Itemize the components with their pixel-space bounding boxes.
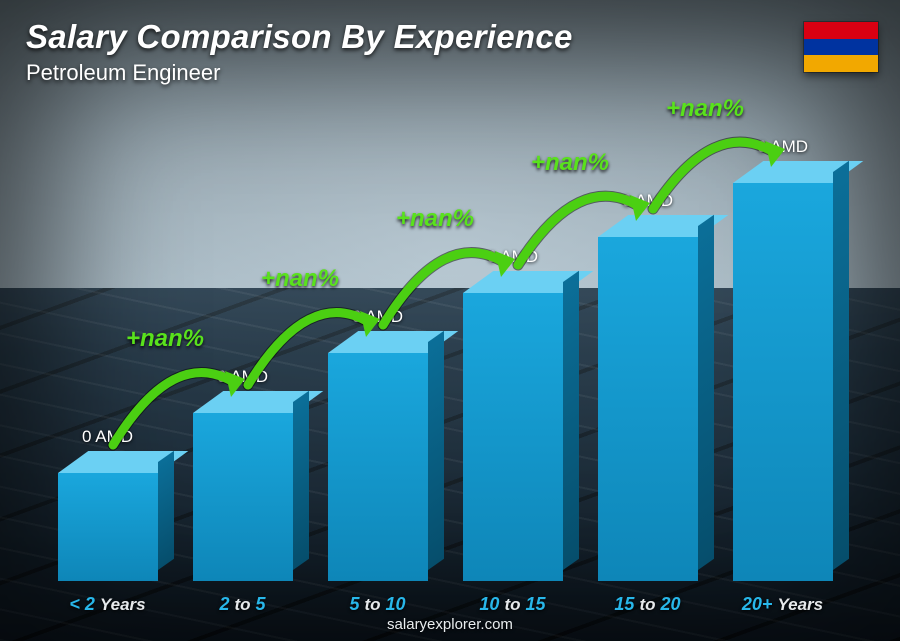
bar-side-face xyxy=(563,271,579,570)
bar-group: 0 AMD15 to 20 xyxy=(588,237,708,581)
bar-value-label: 0 AMD xyxy=(578,191,718,211)
delta-label: +nan% xyxy=(90,325,240,353)
bar-group: 0 AMD2 to 5 xyxy=(183,413,303,581)
delta-label: +nan% xyxy=(360,205,510,233)
infographic-stage: Salary Comparison By Experience Petroleu… xyxy=(0,0,900,641)
bar-x-label: 15 to 20 xyxy=(578,594,718,615)
bar-x-label: 5 to 10 xyxy=(308,594,448,615)
bar-group: 0 AMD5 to 10 xyxy=(318,353,438,581)
bar-group: 0 AMD< 2 Years xyxy=(48,473,168,581)
bar-side-face xyxy=(833,161,849,570)
bar-x-label: < 2 Years xyxy=(38,594,178,615)
bar xyxy=(58,473,158,581)
bar-value-label: 0 AMD xyxy=(173,367,313,387)
bar-x-label: 2 to 5 xyxy=(173,594,313,615)
bar-front-face xyxy=(58,473,158,581)
bar-side-face xyxy=(158,451,174,570)
delta-label: +nan% xyxy=(495,149,645,177)
delta-label: +nan% xyxy=(630,95,780,123)
bar-front-face xyxy=(328,353,428,581)
bar-value-label: 0 AMD xyxy=(38,427,178,447)
bar-front-face xyxy=(733,183,833,581)
bar xyxy=(193,413,293,581)
footer-attribution: salaryexplorer.com xyxy=(0,616,900,633)
bar-group: 0 AMD20+ Years xyxy=(723,183,843,581)
bar xyxy=(598,237,698,581)
bar-group: 0 AMD10 to 15 xyxy=(453,293,573,581)
bar-value-label: 0 AMD xyxy=(308,307,448,327)
bar-front-face xyxy=(463,293,563,581)
bar-chart: 0 AMD< 2 Years0 AMD2 to 50 AMD5 to 100 A… xyxy=(0,0,900,641)
bar-value-label: 0 AMD xyxy=(713,137,853,157)
bar-front-face xyxy=(598,237,698,581)
bar-x-label: 20+ Years xyxy=(713,594,853,615)
bar-x-label: 10 to 15 xyxy=(443,594,583,615)
bar-side-face xyxy=(428,331,444,570)
bar-front-face xyxy=(193,413,293,581)
delta-label: +nan% xyxy=(225,265,375,293)
bar xyxy=(463,293,563,581)
bar-side-face xyxy=(698,215,714,570)
bar-value-label: 0 AMD xyxy=(443,247,583,267)
bar xyxy=(328,353,428,581)
bar-side-face xyxy=(293,391,309,570)
bar xyxy=(733,183,833,581)
